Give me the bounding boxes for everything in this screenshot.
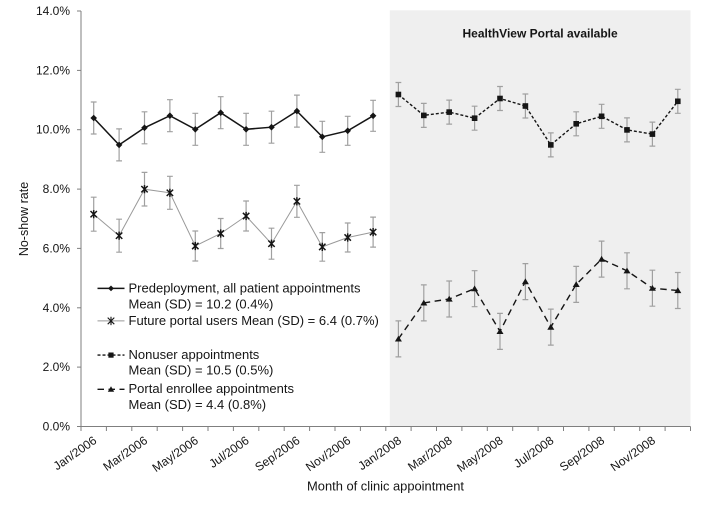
svg-text:8.0%: 8.0% — [43, 182, 71, 196]
svg-text:Future portal users Mean (SD): Future portal users Mean (SD) = 6.4 (0.7… — [129, 313, 379, 328]
svg-text:Mean (SD) = 4.4 (0.8%): Mean (SD) = 4.4 (0.8%) — [129, 397, 267, 412]
svg-text:HealthView Portal available: HealthView Portal available — [463, 27, 619, 41]
svg-text:12.0%: 12.0% — [36, 63, 70, 77]
svg-text:Mean (SD) = 10.5 (0.5%): Mean (SD) = 10.5 (0.5%) — [129, 363, 274, 378]
svg-text:10.0%: 10.0% — [36, 123, 70, 137]
svg-text:Month of clinic appointment: Month of clinic appointment — [307, 479, 464, 494]
svg-text:14.0%: 14.0% — [36, 4, 70, 18]
svg-text:4.0%: 4.0% — [43, 301, 71, 315]
svg-text:2.0%: 2.0% — [43, 360, 71, 374]
svg-text:Nonuser appointments: Nonuser appointments — [129, 347, 260, 362]
svg-text:Predeployment, all patient app: Predeployment, all patient appointments — [129, 280, 361, 295]
svg-text:6.0%: 6.0% — [43, 241, 71, 255]
svg-text:Portal enrollee appointments: Portal enrollee appointments — [129, 381, 295, 396]
svg-text:Mean (SD) = 10.2 (0.4%): Mean (SD) = 10.2 (0.4%) — [129, 296, 274, 311]
svg-text:0.0%: 0.0% — [43, 420, 71, 434]
svg-text:No-show rate: No-show rate — [17, 182, 31, 256]
